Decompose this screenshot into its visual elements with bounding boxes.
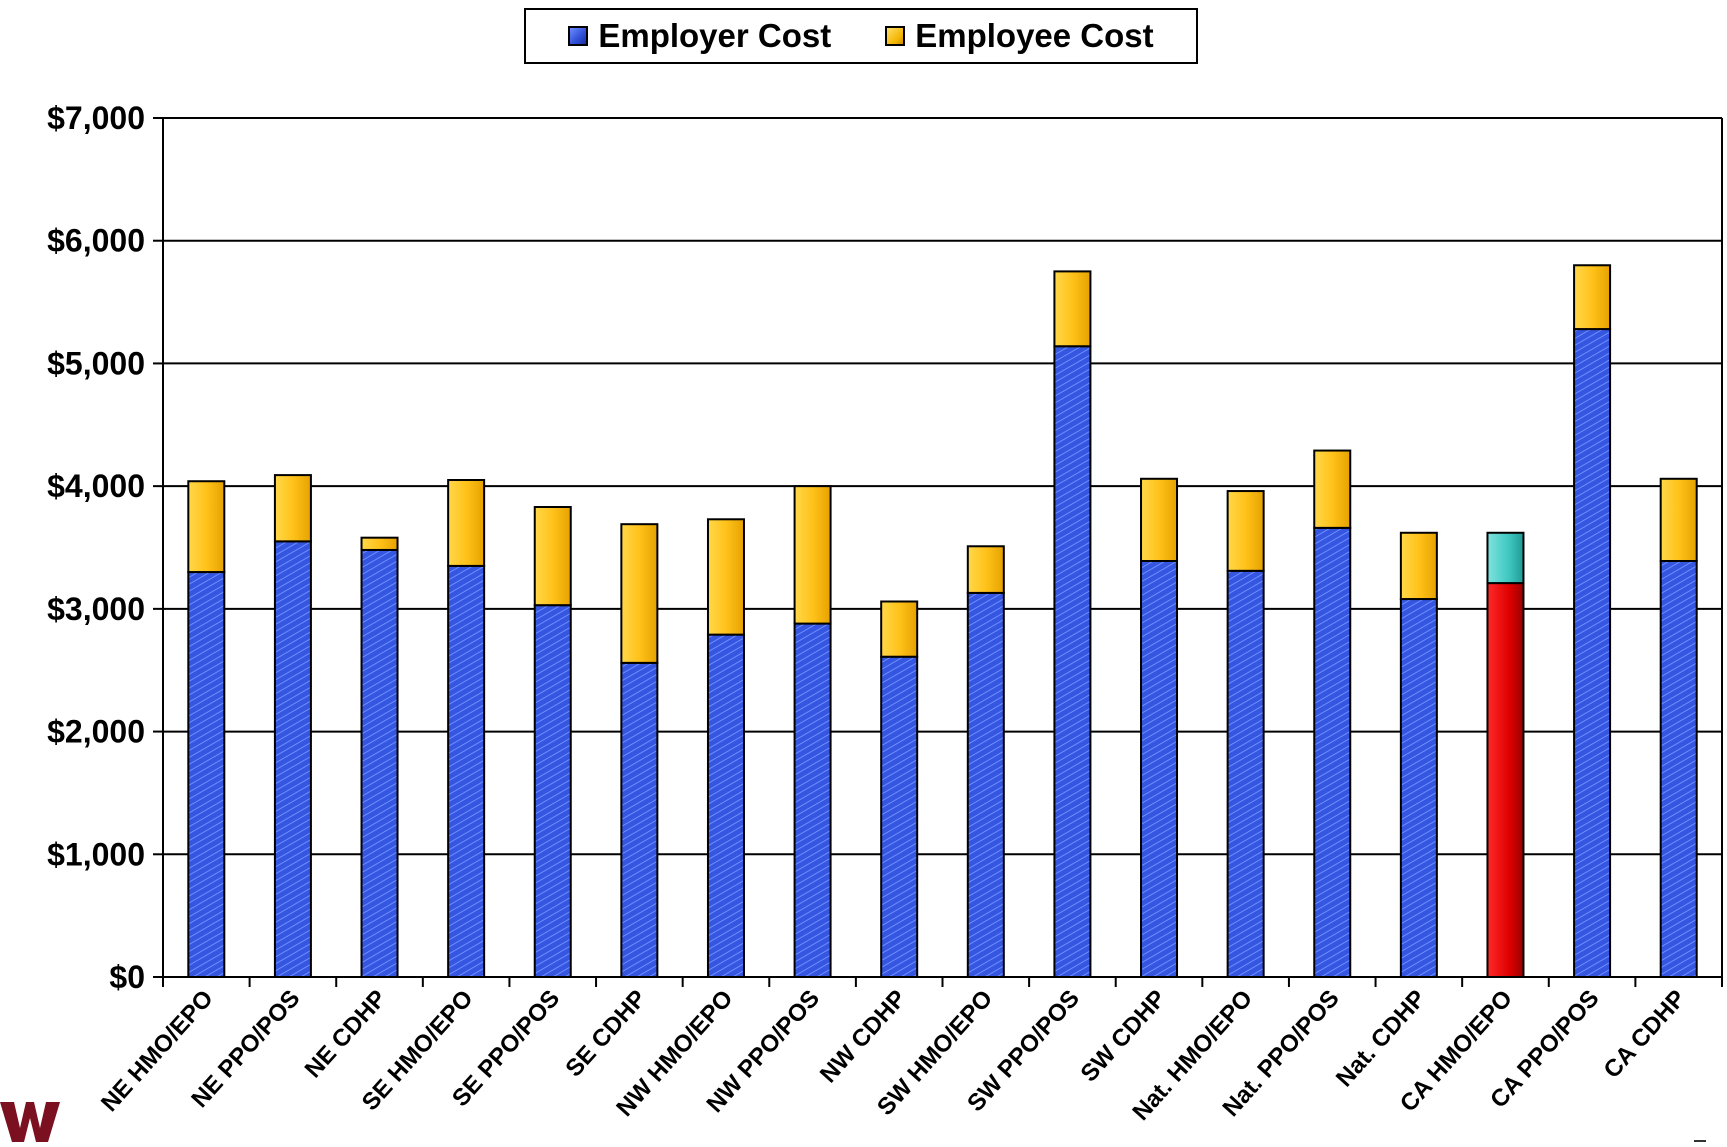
bar-employee-cost: [1573, 264, 1612, 331]
bar-employee-cost: [1053, 270, 1092, 348]
bar-employee-cost: [1486, 531, 1525, 585]
bar-employer-cost: [1399, 598, 1438, 978]
bar-employee-cost: [447, 479, 486, 567]
bar-employer-cost: [273, 540, 312, 978]
bar-employee-cost: [620, 523, 659, 664]
bar-employer-cost: [533, 604, 572, 978]
legend-label-employee: Employee Cost: [915, 17, 1154, 54]
legend-item-employee: Employee Cost: [885, 17, 1154, 55]
y-tick-label: $0: [109, 959, 145, 995]
bar-employee-cost: [273, 474, 312, 543]
legend: Employer Cost Employee Cost: [524, 8, 1198, 64]
x-tick-label: NE CDHP: [300, 985, 392, 1083]
bar-employee-cost: [1399, 531, 1438, 601]
corner-mark: [1694, 1140, 1706, 1142]
bar-employer-cost: [880, 655, 919, 978]
legend-label-employer: Employer Cost: [598, 17, 832, 54]
bar-employee-cost: [187, 480, 226, 574]
bar-employer-cost: [1226, 569, 1265, 979]
bar-employee-cost: [706, 518, 745, 636]
y-tick-label: $4,000: [47, 468, 145, 504]
bar-employer-cost: [793, 622, 832, 979]
bar-employee-cost: [1313, 449, 1352, 529]
bar-employee-cost: [793, 485, 832, 625]
bar-employer-cost: [1486, 582, 1525, 979]
legend-swatch-employee: [885, 26, 906, 46]
y-tick-label: $3,000: [47, 591, 145, 627]
y-tick-label: $1,000: [47, 836, 145, 872]
bar-employee-cost: [1140, 477, 1179, 562]
bar-employer-cost: [1140, 559, 1179, 979]
bar-employee-cost: [533, 506, 572, 607]
y-tick-label: $6,000: [47, 223, 145, 259]
bar-employee-cost: [1659, 477, 1698, 562]
bar-employee-cost: [966, 545, 1005, 594]
x-tick-label: CA CDHP: [1599, 985, 1692, 1084]
x-tick-label: NW CDHP: [815, 985, 912, 1088]
y-tick-label: $5,000: [47, 345, 145, 381]
bar-employer-cost: [966, 591, 1005, 978]
y-tick-label: $7,000: [47, 100, 145, 136]
bar-employer-cost: [1573, 328, 1612, 979]
bar-employer-cost: [706, 633, 745, 978]
legend-item-employer: Employer Cost: [568, 17, 831, 55]
bar-employer-cost: [1659, 559, 1698, 979]
bar-employer-cost: [447, 564, 486, 979]
y-tick-label: $2,000: [47, 714, 145, 750]
logo-mark: [0, 1102, 60, 1142]
bar-employer-cost: [1053, 345, 1092, 978]
bar-employer-cost: [620, 661, 659, 978]
bar-employer-cost: [1313, 526, 1352, 978]
legend-swatch-employer: [568, 26, 589, 46]
bar-employee-cost: [360, 536, 399, 551]
bar-employee-cost: [880, 600, 919, 658]
bar-employer-cost: [360, 548, 399, 978]
bar-employee-cost: [1226, 490, 1265, 572]
x-tick-label: SW CDHP: [1076, 985, 1172, 1087]
bar-employer-cost: [187, 571, 226, 978]
x-tick-label: SE CDHP: [560, 985, 651, 1082]
